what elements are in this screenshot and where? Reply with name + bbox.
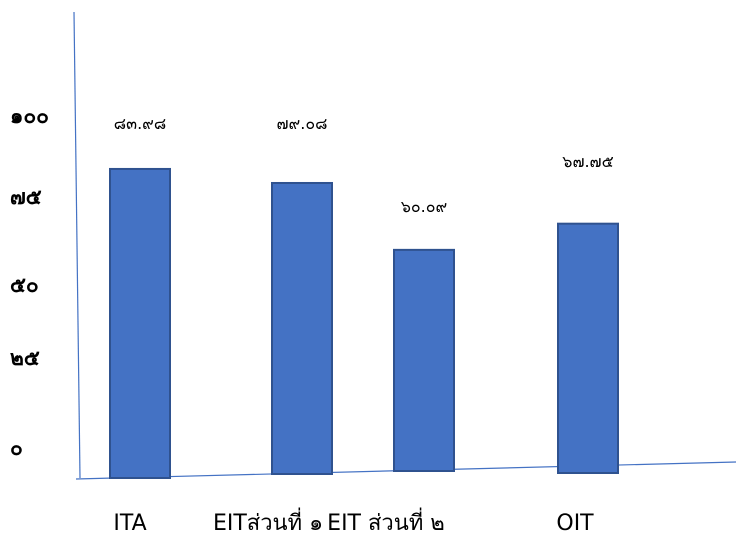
bar-3 (393, 248, 455, 472)
y-tick-label: ๐ (10, 436, 23, 460)
x-axis-ticks: ITA EITส่วนที่ ๑ EIT ส่วนที่ ๒ OIT (113, 507, 594, 533)
y-axis-line (73, 11, 81, 479)
bar-1 (109, 167, 171, 479)
bars (109, 167, 619, 479)
y-axis-ticks: ๐ ๒๕ ๕๐ ๗๕ ๑๐๐ (10, 104, 49, 460)
data-label: ๗๙.๐๘ (277, 114, 328, 133)
x-tick-label: EIT ส่วนที่ ๒ (327, 507, 445, 533)
y-tick-label: ๕๐ (10, 273, 39, 297)
y-tick-label: ๒๕ (10, 346, 40, 370)
bar-2 (271, 181, 333, 475)
x-tick-label: OIT (556, 511, 594, 533)
x-tick-label: EITส่วนที่ ๑ (213, 507, 323, 533)
y-tick-label: ๗๕ (10, 185, 42, 209)
y-tick-label: ๑๐๐ (10, 104, 49, 128)
x-tick-label: ITA (113, 511, 146, 533)
data-label: ๖๐.๐๙ (401, 197, 448, 216)
bar-4 (557, 222, 619, 474)
data-label: ๖๗.๗๕ (562, 152, 613, 171)
data-label: ๘๓.๙๘ (114, 114, 166, 133)
